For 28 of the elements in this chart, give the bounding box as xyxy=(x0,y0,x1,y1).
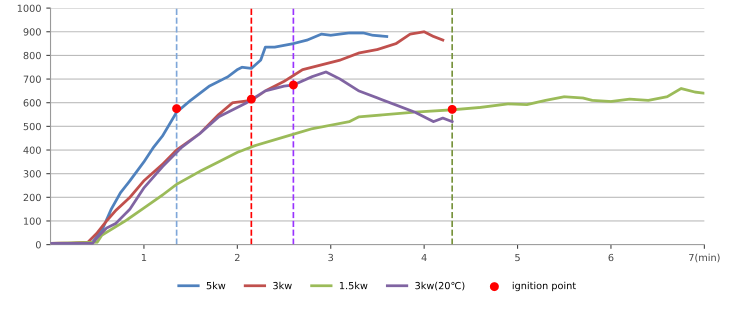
x-tick-label: 4 xyxy=(422,254,427,262)
x-tick-label: 1 xyxy=(142,254,146,262)
y-tick-label: 200 xyxy=(24,194,41,202)
legend-label: 3kw(20℃) xyxy=(415,282,464,290)
y-tick-label: 300 xyxy=(24,170,41,178)
line-series xyxy=(50,70,454,245)
point xyxy=(246,94,256,104)
y-tick-label: 500 xyxy=(24,122,41,130)
legend-label: ignition point xyxy=(512,282,576,292)
x-tick-label: 7(min) xyxy=(689,254,720,262)
x-tick-label: 5 xyxy=(515,254,520,262)
point xyxy=(172,104,182,114)
y-tick-label: 900 xyxy=(24,28,41,36)
legend-label: 5kw xyxy=(206,282,226,290)
x-tick-label: 6 xyxy=(608,254,614,262)
legend-label: 3kw xyxy=(273,282,292,290)
y-tick-label: 600 xyxy=(24,99,41,107)
legend-label: 1.5kw xyxy=(340,282,368,290)
y-tick-label: 800 xyxy=(24,52,41,60)
y-tick-label: 100 xyxy=(24,217,41,225)
y-tick-label: 400 xyxy=(23,146,41,154)
point xyxy=(448,104,457,114)
y-tick-label: 0 xyxy=(36,241,41,248)
y-tick-label: 700 xyxy=(24,76,41,83)
x-tick-label: 2 xyxy=(234,254,240,262)
point xyxy=(288,80,298,90)
x-tick-label: 3 xyxy=(328,254,334,262)
y-tick-label: 1000 xyxy=(18,4,41,12)
